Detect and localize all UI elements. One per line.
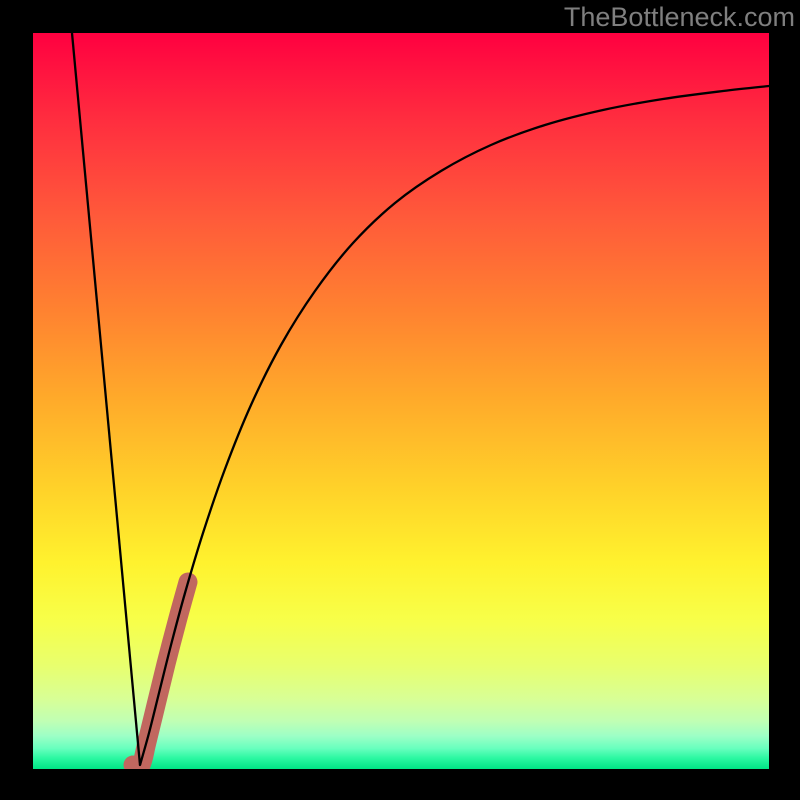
watermark-text: TheBottleneck.com: [564, 2, 795, 33]
outer-frame: TheBottleneck.com: [0, 0, 800, 800]
chart-svg: [33, 33, 769, 769]
plot-area: [33, 33, 769, 769]
gradient-background: [33, 33, 769, 769]
